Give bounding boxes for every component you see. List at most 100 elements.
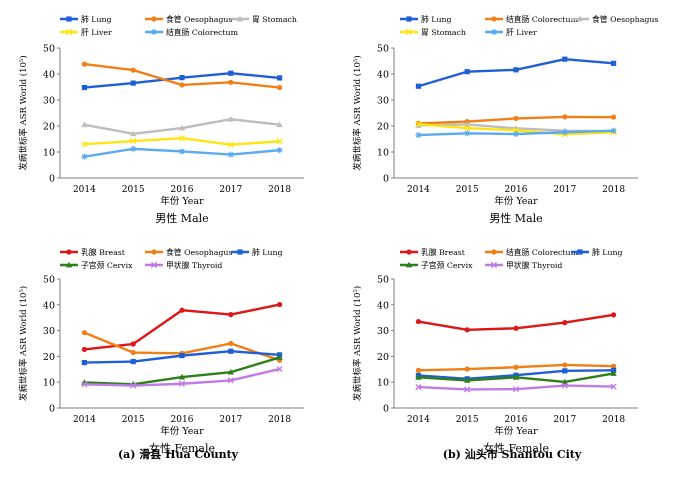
- data-point: [513, 364, 519, 370]
- data-point: [81, 381, 88, 388]
- y-axis-label: 发病世标率 ASR World (10⁵): [352, 286, 363, 401]
- data-point: [464, 366, 470, 372]
- data-point: [228, 70, 234, 76]
- data-point: [464, 377, 471, 383]
- legend-entry: 食管 Oesophagus: [571, 14, 658, 24]
- legend-label: 结直肠 Colorectum: [166, 27, 239, 37]
- data-point: [561, 382, 568, 389]
- x-axis-label: 年份 Year: [160, 195, 204, 207]
- x-tick-label: 2018: [268, 415, 291, 425]
- data-point: [178, 380, 186, 387]
- data-point: [611, 114, 617, 120]
- chart-panel-hua-female: 0 10 20 30 40 50 2014 2015 2016 2017 2018 年份 Year 发病…: [18, 247, 304, 455]
- y-tick-label: 20: [377, 352, 389, 363]
- series-4: [81, 145, 283, 160]
- data-point: [276, 147, 283, 154]
- caption-b: (b) 汕头市 Shantou City: [442, 448, 582, 461]
- data-point: [228, 340, 234, 347]
- data-point: [610, 383, 617, 390]
- chart-subtitle: 男性 Male: [489, 211, 542, 225]
- series-line: [418, 57, 614, 88]
- legend-marker: [405, 28, 413, 36]
- x-axis-label: 年份 Year: [494, 195, 538, 207]
- y-tick-label: 30: [377, 96, 389, 107]
- y-tick-label: 30: [43, 96, 55, 107]
- legend-marker: [491, 249, 497, 255]
- x-tick-label: 2016: [505, 415, 528, 425]
- chart-panel-shantou-male: 0 10 20 30 40 50 2014 2015 2016 2017 2018 年份 Year 发病…: [352, 14, 658, 225]
- legend-marker: [491, 16, 497, 22]
- legend-label: 甲状腺 Thyroid: [506, 260, 562, 270]
- legend-entry: 肺 Lung: [60, 15, 112, 24]
- legend-marker: [150, 261, 158, 269]
- legend-entry: 结直肠 Colorectum: [485, 247, 579, 257]
- series-2: [81, 116, 283, 137]
- x-tick-label: 2016: [505, 185, 528, 195]
- data-point: [415, 318, 421, 325]
- data-point: [178, 124, 186, 131]
- data-point: [227, 151, 234, 158]
- chart-subtitle: 女性 Female: [483, 441, 549, 455]
- x-tick-label: 2014: [73, 415, 96, 425]
- x-tick-label: 2014: [407, 185, 430, 195]
- data-point: [276, 138, 283, 145]
- y-axis-label: 发病世标率 ASR World (10⁵): [18, 286, 29, 401]
- data-point: [415, 384, 422, 391]
- data-point: [179, 82, 185, 88]
- x-tick-label: 2017: [219, 185, 242, 195]
- data-point: [610, 370, 617, 376]
- x-tick-label: 2017: [219, 415, 242, 425]
- data-point: [464, 130, 471, 137]
- legend-label: 肝 Liver: [81, 28, 112, 37]
- data-point: [610, 127, 617, 134]
- x-tick-label: 2017: [553, 185, 576, 195]
- data-point: [179, 353, 185, 359]
- legend-marker: [491, 29, 497, 35]
- data-point: [227, 116, 234, 122]
- legend-marker: [65, 261, 73, 268]
- legend-marker: [237, 249, 243, 255]
- legend-label: 肺 Lung: [421, 15, 452, 24]
- y-tick-label: 50: [43, 44, 55, 55]
- legend-marker: [490, 261, 498, 269]
- data-point: [276, 365, 283, 373]
- legend-label: 乳腺 Breast: [81, 247, 126, 257]
- legend-marker: [577, 249, 583, 255]
- y-axis-label: 发病世标率 ASR World (10⁵): [18, 55, 29, 170]
- data-point: [130, 130, 137, 137]
- chart-panel-shantou-female: 0 10 20 30 40 50 2014 2015 2016 2017 2018 年份 Year 发病…: [352, 247, 638, 455]
- legend-entry: 乳腺 Breast: [400, 247, 466, 257]
- data-point: [464, 124, 471, 132]
- data-point: [415, 374, 422, 380]
- legend-label: 结直肠 Colorectum: [506, 14, 579, 24]
- legend-label: 子宫颈 Cervix: [81, 260, 133, 270]
- data-point: [512, 386, 520, 393]
- series-1: [81, 61, 283, 91]
- data-point: [562, 56, 568, 62]
- y-tick-label: 10: [377, 378, 389, 389]
- legend-entry: 结直肠 Colorectum: [485, 14, 579, 24]
- data-point: [513, 325, 519, 331]
- data-point: [81, 61, 87, 67]
- data-point: [228, 79, 234, 85]
- y-tick-label: 20: [43, 352, 55, 363]
- legend-label: 乳腺 Breast: [421, 247, 466, 257]
- y-tick-label: 40: [377, 70, 389, 81]
- legend-label: 食管 Oesophagus: [166, 14, 232, 24]
- legend-label: 甲状腺 Thyroid: [166, 260, 222, 270]
- data-point: [277, 75, 283, 81]
- legend-entry: 胃 Stomach: [400, 28, 466, 37]
- data-point: [464, 327, 470, 333]
- data-point: [513, 115, 519, 122]
- x-axis-label: 年份 Year: [160, 425, 204, 437]
- y-tick-label: 30: [43, 326, 55, 337]
- legend-entry: 子宫颈 Cervix: [400, 260, 473, 270]
- data-point: [179, 148, 185, 155]
- x-tick-label: 2017: [553, 415, 576, 425]
- legend-entry: 肺 Lung: [231, 248, 283, 257]
- data-point: [415, 121, 422, 128]
- legend-entry: 甲状腺 Thyroid: [145, 260, 222, 270]
- y-axis-label: 发病世标率 ASR World (10⁵): [352, 55, 363, 170]
- data-point: [277, 84, 283, 91]
